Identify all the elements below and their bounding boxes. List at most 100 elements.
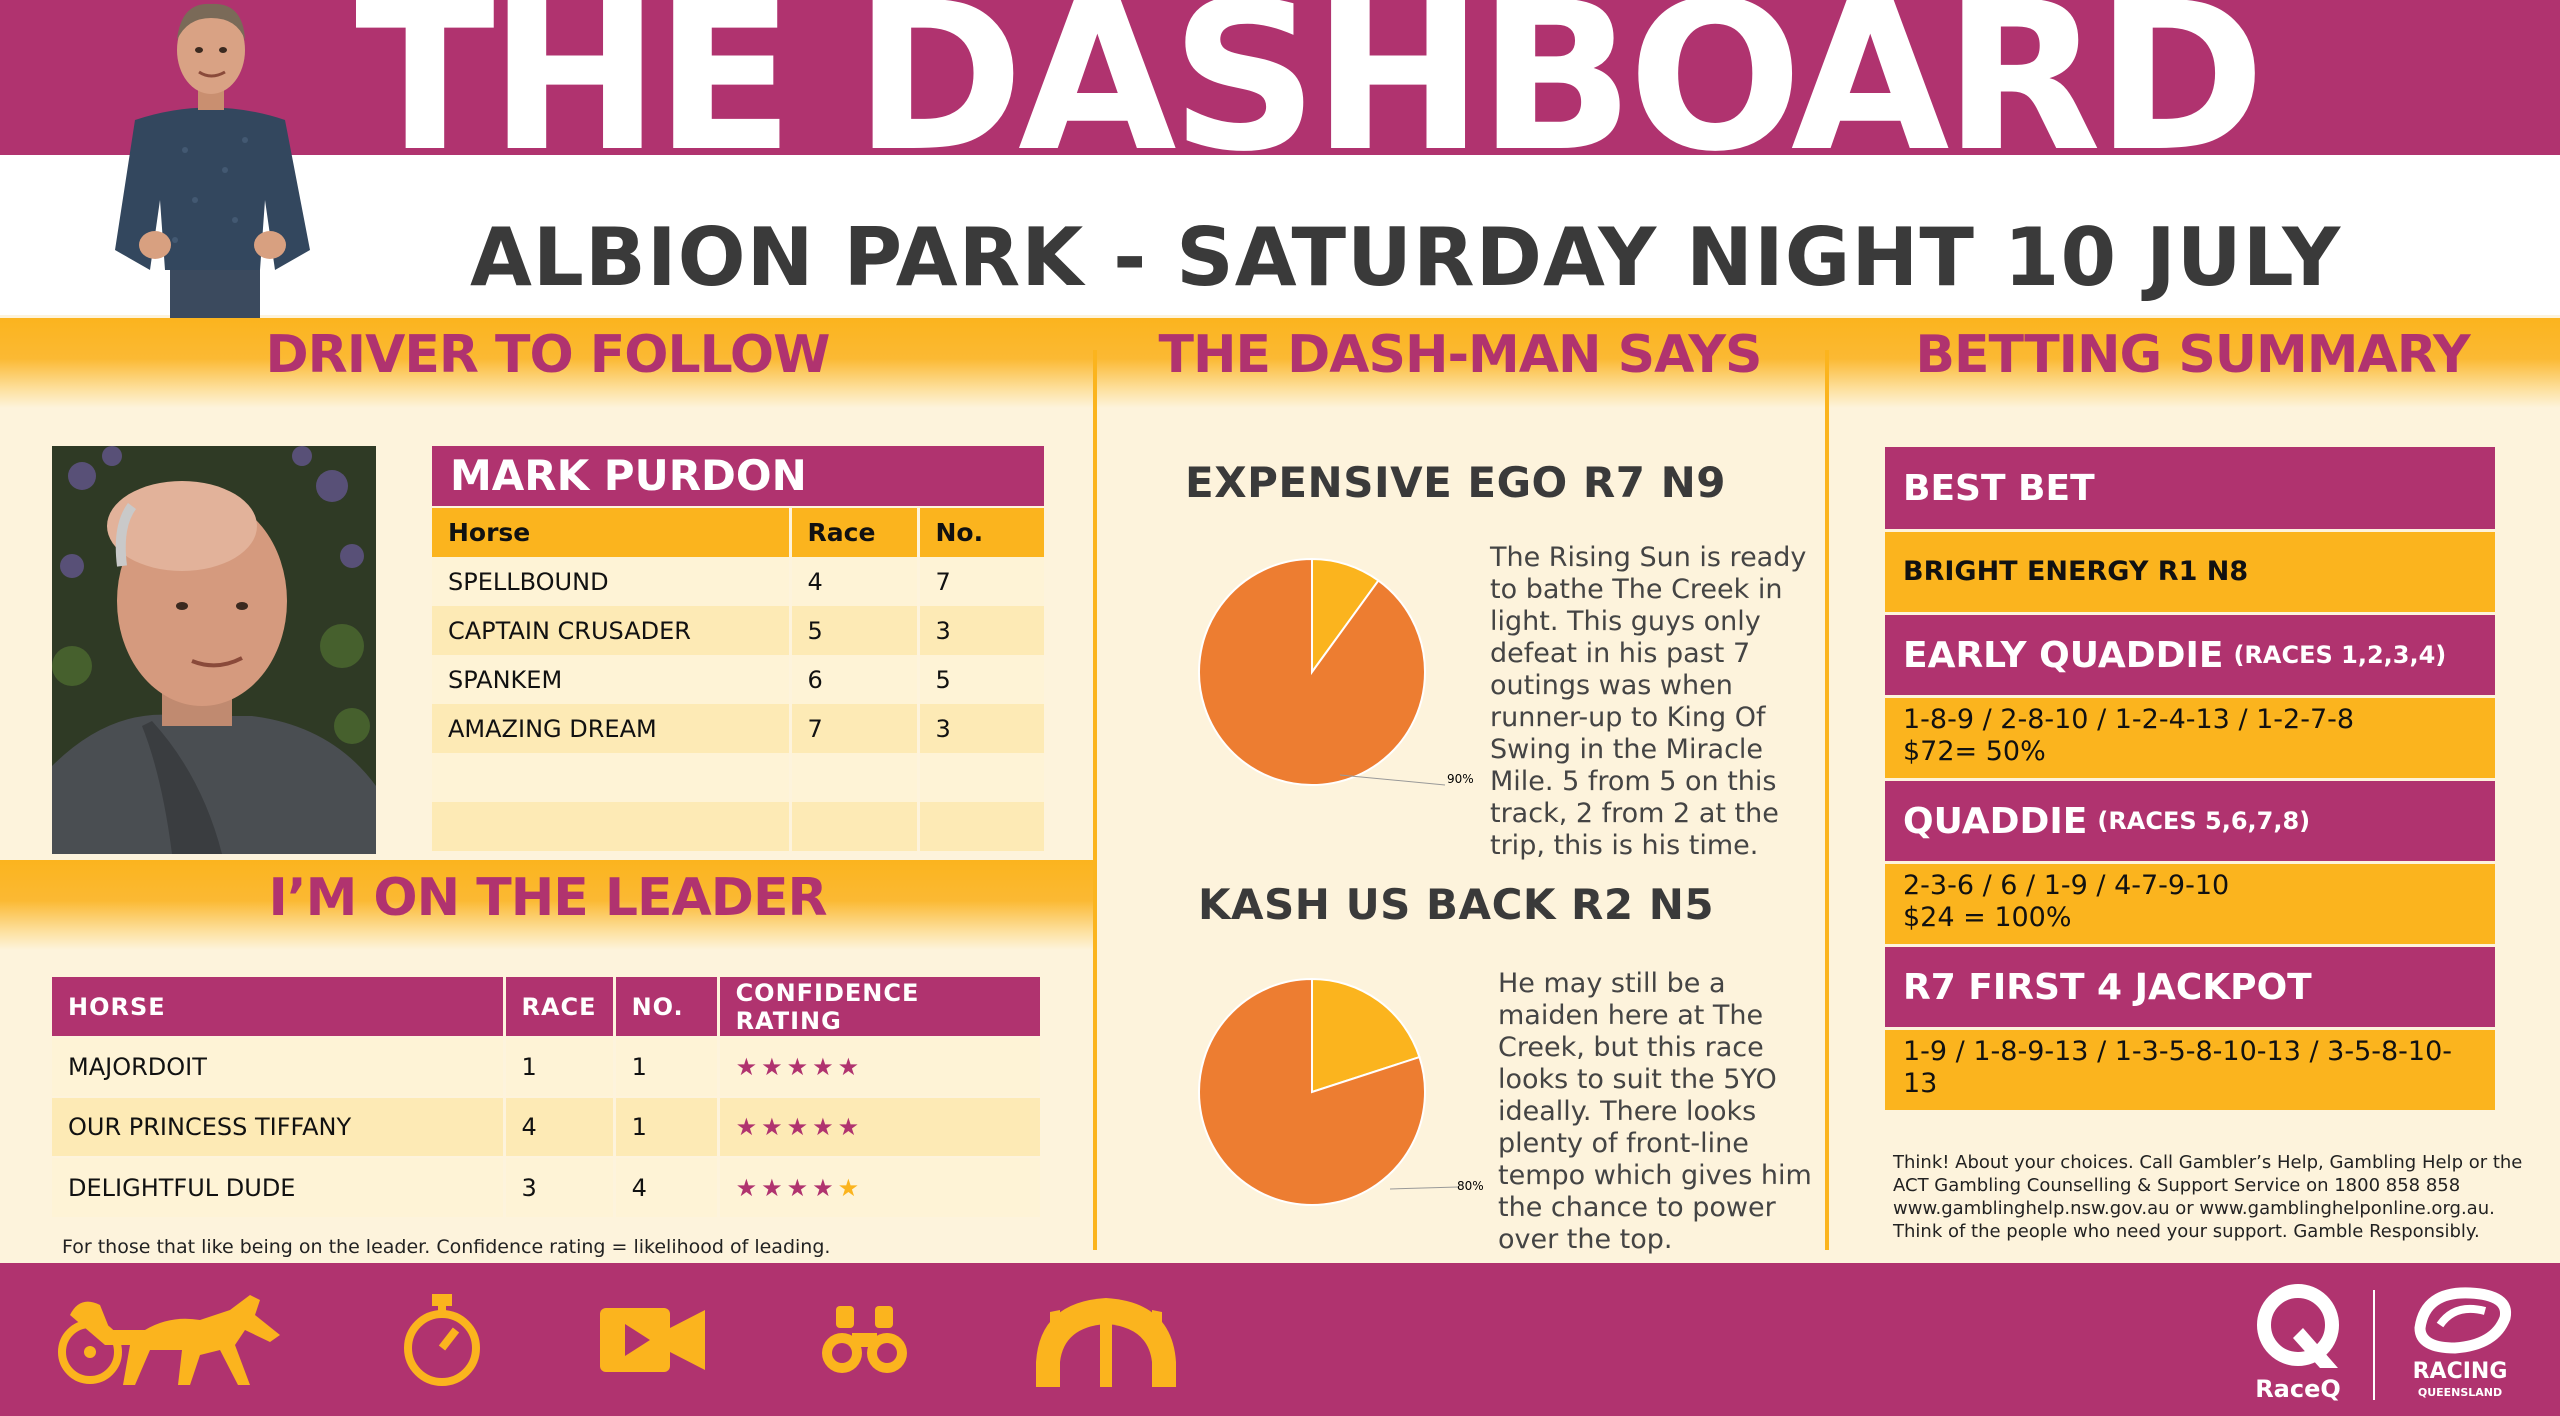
tip-text: He may still be a maiden here at The Cre… [1498, 968, 1812, 1255]
star-icon: ★ [837, 1053, 864, 1081]
table-row: CAPTAIN CRUSADER 5 3 [432, 606, 1044, 655]
number-cell: 5 [918, 655, 1044, 704]
pie-slice-minor [1311, 977, 1421, 1094]
race-cell [790, 802, 920, 851]
best-bet-label: BEST BET [1903, 467, 2095, 509]
number-cell: 4 [614, 1156, 720, 1217]
jackpot-selection: 1-9 / 1-8-9-13 / 1-3-5-8-10-13 / 3-5-8-1… [1885, 1030, 2495, 1110]
number-cell: 7 [918, 557, 1044, 606]
pie-value-label: 90% [1447, 772, 1474, 786]
confidence-stars: ★★★★★ [718, 1036, 1040, 1097]
leader-footnote: For those that like being on the leader.… [62, 1236, 831, 1258]
horse-cell: CAPTAIN CRUSADER [432, 606, 792, 655]
column-header-no: NO. [614, 977, 720, 1037]
leader-section-band [0, 860, 1095, 950]
number-cell: 1 [614, 1036, 720, 1097]
number-cell [918, 802, 1044, 851]
horse-cell: OUR PRINCESS TIFFANY [52, 1096, 506, 1157]
confidence-stars: ★★★★★ [718, 1096, 1040, 1157]
driver-to-follow-heading: DRIVER TO FOLLOW [265, 325, 831, 385]
driver-table: Horse Race No. SPELLBOUND 4 7 CAPTAIN CR… [432, 508, 1044, 851]
subtitle-band [0, 155, 2560, 315]
table-row: SPANKEM 6 5 [432, 655, 1044, 704]
tip-text: The Rising Sun is ready to bathe The Cre… [1490, 542, 1807, 861]
column-header-horse: HORSE [52, 977, 506, 1037]
star-icon: ★ [735, 1173, 762, 1202]
race-cell: 1 [504, 1036, 616, 1097]
quaddie-title: QUADDIE (RACES 5,6,7,8) [1885, 781, 2495, 861]
number-cell: 3 [918, 606, 1044, 655]
star-icon: ★ [786, 1053, 813, 1081]
table-row [432, 802, 1044, 851]
horse-cell: MAJORDOIT [52, 1036, 506, 1097]
footer-bar [0, 1263, 2560, 1416]
quaddie-stake: $24 = 100% [1903, 902, 2072, 933]
racing-queensland-logo: RACING QUEENSLAND [2413, 1287, 2512, 1399]
horse-cell [432, 753, 792, 802]
column-header-race: Race [790, 508, 920, 557]
star-icon: ★ [735, 1053, 762, 1081]
quaddie-races: (RACES 5,6,7,8) [2097, 807, 2311, 835]
harness-racing-icon [58, 1295, 280, 1385]
confidence-stars: ★★★★★ [718, 1156, 1040, 1217]
quaddie-selection: 2-3-6 / 6 / 1-9 / 4-7-9-10 $24 = 100% [1885, 864, 2495, 944]
race-cell: 4 [790, 557, 920, 606]
video-camera-icon [600, 1308, 705, 1372]
logo-divider [2373, 1290, 2375, 1400]
betting-section-band [1825, 318, 2560, 408]
early-quaddie-title: EARLY QUADDIE (RACES 1,2,3,4) [1885, 615, 2495, 695]
table-row: SPELLBOUND 4 7 [432, 557, 1044, 606]
pie-slice-minor [1311, 557, 1380, 676]
event-subtitle: ALBION PARK - SATURDAY NIGHT 10 JULY [470, 211, 2342, 304]
header-band [0, 0, 2560, 155]
queensland-wordmark: QUEENSLAND [2418, 1386, 2502, 1399]
quaddie-numbers: 2-3-6 / 6 / 1-9 / 4-7-9-10 [1903, 870, 2230, 901]
table-row: MAJORDOIT 1 1 ★★★★★ [52, 1036, 1040, 1097]
star-icon: ★ [837, 1113, 864, 1141]
table-row: DELIGHTFUL DUDE 3 4 ★★★★★ [52, 1156, 1040, 1217]
horse-cell [432, 802, 792, 851]
star-icon: ★ [812, 1173, 838, 1202]
race-cell [790, 753, 920, 802]
horse-cell: SPANKEM [432, 655, 792, 704]
raceq-wordmark: RaceQ [2255, 1375, 2341, 1401]
driver-section-band [0, 318, 1095, 408]
driver-name: MARK PURDON [432, 446, 1044, 506]
star-icon: ★ [761, 1113, 787, 1141]
tip-pie-chart: 80% [1198, 977, 1484, 1206]
table-row [432, 753, 1044, 802]
star-icon: ★ [735, 1113, 762, 1141]
best-bet-selection: BRIGHT ENERGY R1 N8 [1885, 532, 2495, 612]
horse-cell: DELIGHTFUL DUDE [52, 1156, 506, 1217]
star-icon: ★ [812, 1053, 838, 1081]
betting-summary-heading: BETTING SUMMARY [1915, 325, 2470, 385]
tip-title: KASH US BACK R2 N5 [1198, 880, 1715, 929]
binoculars-icon [822, 1306, 907, 1373]
stopwatch-icon [404, 1294, 480, 1386]
early-quaddie-selection: 1-8-9 / 2-8-10 / 1-2-4-13 / 1-2-7-8 $72=… [1885, 698, 2495, 778]
racing-wordmark: RACING [2413, 1359, 2508, 1384]
star-icon: ★ [761, 1053, 787, 1081]
table-row: AMAZING DREAM 7 3 [432, 704, 1044, 753]
number-cell: 3 [918, 704, 1044, 753]
raceq-logo: RaceQ [2255, 1284, 2341, 1401]
number-cell [918, 753, 1044, 802]
horse-cell: SPELLBOUND [432, 557, 792, 606]
column-divider [1093, 350, 1097, 1250]
quaddie-label: QUADDIE [1903, 800, 2088, 842]
race-cell: 7 [790, 704, 920, 753]
early-quaddie-stake: $72= 50% [1903, 736, 2046, 767]
jackpot-label: R7 FIRST 4 JACKPOT [1903, 966, 2312, 1008]
tip-title: EXPENSIVE EGO R7 N9 [1185, 458, 1726, 507]
dashman-section-band [1095, 318, 1825, 408]
tip-pie-chart: 90% [1198, 557, 1474, 786]
page-title: THE DASHBOARD [355, 0, 2266, 197]
star-icon: ★ [812, 1113, 838, 1141]
column-header-no: No. [918, 508, 1044, 557]
star-icon: ★ [761, 1173, 787, 1202]
leader-table: HORSE RACE NO. CONFIDENCE RATING MAJORDO… [52, 977, 1040, 1217]
early-quaddie-numbers: 1-8-9 / 2-8-10 / 1-2-4-13 / 1-2-7-8 [1903, 704, 2355, 735]
pie-slice-major [1198, 977, 1426, 1206]
table-row: OUR PRINCESS TIFFANY 4 1 ★★★★★ [52, 1096, 1040, 1157]
early-quaddie-races: (RACES 1,2,3,4) [2233, 641, 2447, 669]
